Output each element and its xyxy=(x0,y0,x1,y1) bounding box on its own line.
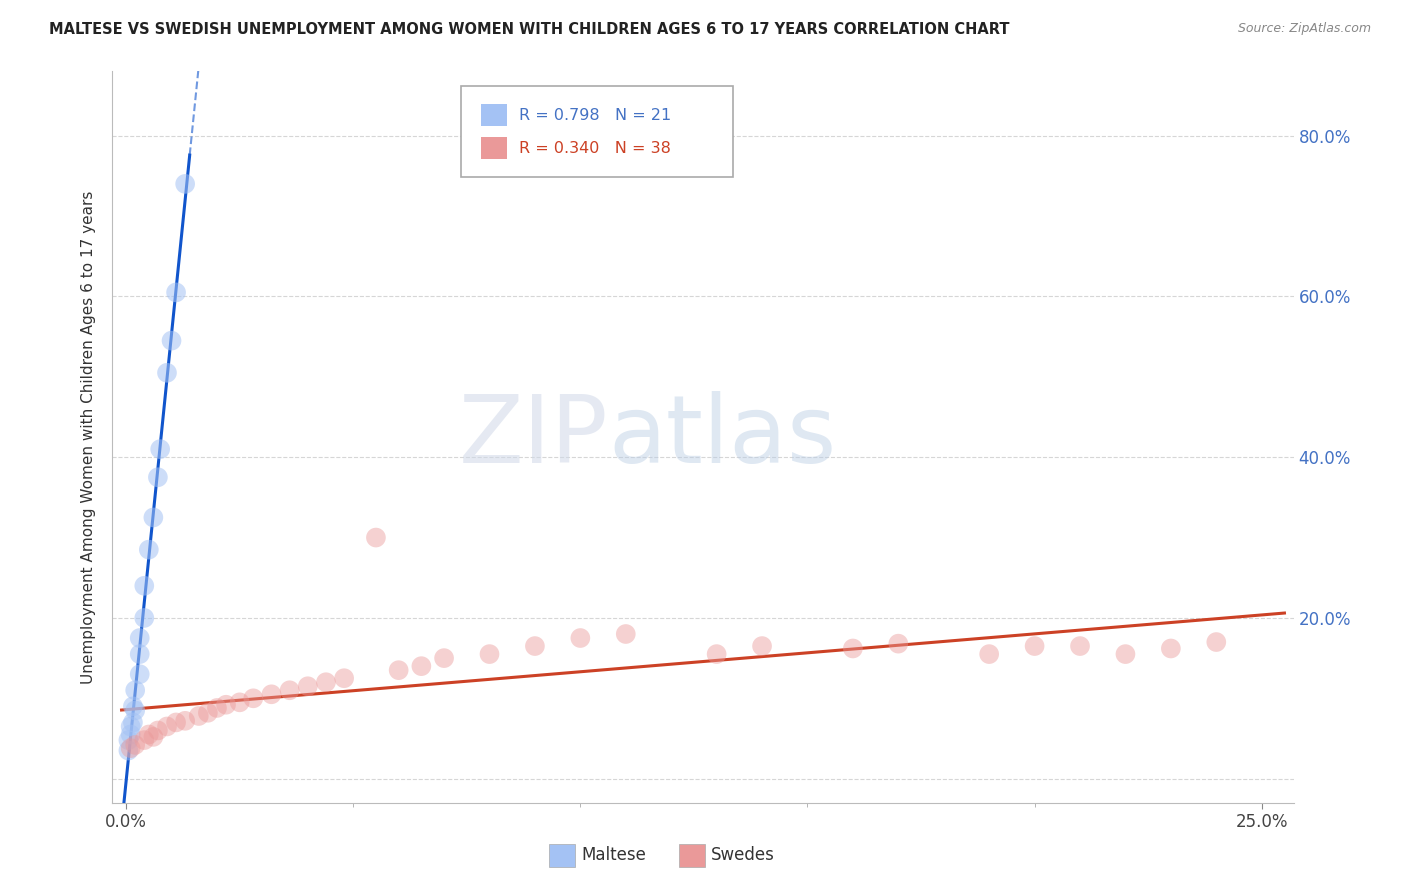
FancyBboxPatch shape xyxy=(461,86,733,178)
Point xyxy=(124,738,146,752)
Point xyxy=(979,647,1001,661)
Point xyxy=(128,631,150,645)
Bar xyxy=(679,844,706,867)
Point xyxy=(156,366,179,380)
Point xyxy=(124,703,146,717)
Bar xyxy=(481,137,508,159)
Text: Swedes: Swedes xyxy=(711,847,775,864)
Point xyxy=(388,663,411,677)
Point xyxy=(1069,639,1091,653)
Point xyxy=(706,647,728,661)
Point xyxy=(174,714,197,728)
Point xyxy=(751,639,773,653)
Point xyxy=(215,698,238,712)
Point xyxy=(124,683,146,698)
Point xyxy=(122,699,145,714)
Point xyxy=(134,611,156,625)
Point xyxy=(411,659,433,673)
Point xyxy=(569,631,592,645)
Point xyxy=(138,727,160,741)
Point xyxy=(117,733,139,747)
Point xyxy=(242,691,264,706)
Point xyxy=(128,647,150,661)
Point xyxy=(174,177,197,191)
Text: ZIP: ZIP xyxy=(458,391,609,483)
Point xyxy=(120,741,142,756)
Text: MALTESE VS SWEDISH UNEMPLOYMENT AMONG WOMEN WITH CHILDREN AGES 6 TO 17 YEARS COR: MALTESE VS SWEDISH UNEMPLOYMENT AMONG WO… xyxy=(49,22,1010,37)
Point xyxy=(138,542,160,557)
Point xyxy=(142,510,165,524)
Point xyxy=(134,733,156,747)
Point xyxy=(1024,639,1046,653)
Point xyxy=(197,706,219,720)
Point xyxy=(1205,635,1227,649)
Point xyxy=(120,719,142,733)
Text: atlas: atlas xyxy=(609,391,837,483)
Point xyxy=(146,723,169,738)
Bar xyxy=(550,844,575,867)
Point xyxy=(523,639,546,653)
Text: R = 0.798   N = 21: R = 0.798 N = 21 xyxy=(519,108,671,123)
Point xyxy=(128,667,150,681)
Point xyxy=(278,683,301,698)
Point xyxy=(260,687,283,701)
Point xyxy=(146,470,169,484)
Point xyxy=(160,334,183,348)
Point xyxy=(478,647,501,661)
Point xyxy=(142,730,165,744)
Point xyxy=(165,285,187,300)
Point xyxy=(297,679,319,693)
Point xyxy=(120,727,142,741)
Text: Maltese: Maltese xyxy=(581,847,647,864)
Point xyxy=(887,637,910,651)
Point xyxy=(1114,647,1136,661)
Y-axis label: Unemployment Among Women with Children Ages 6 to 17 years: Unemployment Among Women with Children A… xyxy=(80,190,96,684)
Point xyxy=(187,709,209,723)
Point xyxy=(228,695,250,709)
Point xyxy=(205,701,228,715)
Point xyxy=(364,531,387,545)
Point xyxy=(842,641,865,656)
Point xyxy=(1160,641,1182,656)
Text: R = 0.340   N = 38: R = 0.340 N = 38 xyxy=(519,141,671,156)
Text: Source: ZipAtlas.com: Source: ZipAtlas.com xyxy=(1237,22,1371,36)
Point xyxy=(165,715,187,730)
Point xyxy=(134,579,156,593)
Point xyxy=(333,671,356,685)
Point xyxy=(156,719,179,733)
Point xyxy=(433,651,456,665)
Bar xyxy=(481,104,508,127)
Point xyxy=(117,743,139,757)
Point xyxy=(315,675,337,690)
Point xyxy=(122,715,145,730)
Point xyxy=(614,627,637,641)
Point xyxy=(149,442,172,457)
